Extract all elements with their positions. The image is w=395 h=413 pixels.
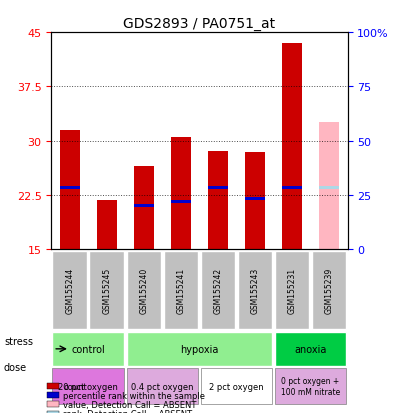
FancyBboxPatch shape xyxy=(275,368,346,404)
Text: GSM155239: GSM155239 xyxy=(325,267,334,313)
Text: GSM155231: GSM155231 xyxy=(288,267,297,313)
FancyBboxPatch shape xyxy=(126,368,198,404)
Text: 0.4 pct oxygen: 0.4 pct oxygen xyxy=(131,382,194,391)
FancyBboxPatch shape xyxy=(312,251,346,330)
Text: GSM155245: GSM155245 xyxy=(102,267,111,313)
FancyBboxPatch shape xyxy=(275,251,309,330)
Text: GSM155240: GSM155240 xyxy=(139,267,149,313)
FancyBboxPatch shape xyxy=(275,332,346,366)
Bar xyxy=(245,153,265,249)
Text: 20 pct oxygen: 20 pct oxygen xyxy=(58,382,118,391)
Text: rank, Detection Call = ABSENT: rank, Detection Call = ABSENT xyxy=(63,409,192,413)
Bar xyxy=(208,187,228,190)
FancyBboxPatch shape xyxy=(90,251,124,330)
Bar xyxy=(171,201,191,204)
FancyBboxPatch shape xyxy=(126,332,273,366)
Text: anoxia: anoxia xyxy=(294,344,327,354)
Bar xyxy=(208,152,228,249)
FancyBboxPatch shape xyxy=(164,251,198,330)
FancyBboxPatch shape xyxy=(53,251,87,330)
Bar xyxy=(97,200,117,249)
Bar xyxy=(60,131,80,249)
Text: GSM155244: GSM155244 xyxy=(65,267,74,313)
Text: control: control xyxy=(71,344,105,354)
Text: hypoxia: hypoxia xyxy=(180,344,219,354)
FancyBboxPatch shape xyxy=(53,368,124,404)
Bar xyxy=(282,187,302,190)
Bar xyxy=(171,138,191,249)
FancyBboxPatch shape xyxy=(238,251,273,330)
Bar xyxy=(134,204,154,207)
Text: GSM155242: GSM155242 xyxy=(213,267,222,313)
Bar xyxy=(319,187,339,190)
Text: 2 pct oxygen: 2 pct oxygen xyxy=(209,382,264,391)
Bar xyxy=(60,187,80,190)
Bar xyxy=(319,123,339,249)
FancyBboxPatch shape xyxy=(126,251,161,330)
Bar xyxy=(245,197,265,200)
Bar xyxy=(134,166,154,249)
Text: percentile rank within the sample: percentile rank within the sample xyxy=(63,391,205,400)
Bar xyxy=(282,44,302,249)
Text: dose: dose xyxy=(4,363,27,373)
FancyBboxPatch shape xyxy=(201,368,273,404)
Text: GSM155243: GSM155243 xyxy=(250,267,260,313)
Text: count: count xyxy=(63,382,87,391)
Text: stress: stress xyxy=(4,336,33,346)
Text: value, Detection Call = ABSENT: value, Detection Call = ABSENT xyxy=(63,400,197,409)
Title: GDS2893 / PA0751_at: GDS2893 / PA0751_at xyxy=(123,17,276,31)
FancyBboxPatch shape xyxy=(201,251,235,330)
Text: GSM155241: GSM155241 xyxy=(177,267,186,313)
Text: 0 pct oxygen +
100 mM nitrate: 0 pct oxygen + 100 mM nitrate xyxy=(281,377,340,396)
FancyBboxPatch shape xyxy=(53,332,124,366)
